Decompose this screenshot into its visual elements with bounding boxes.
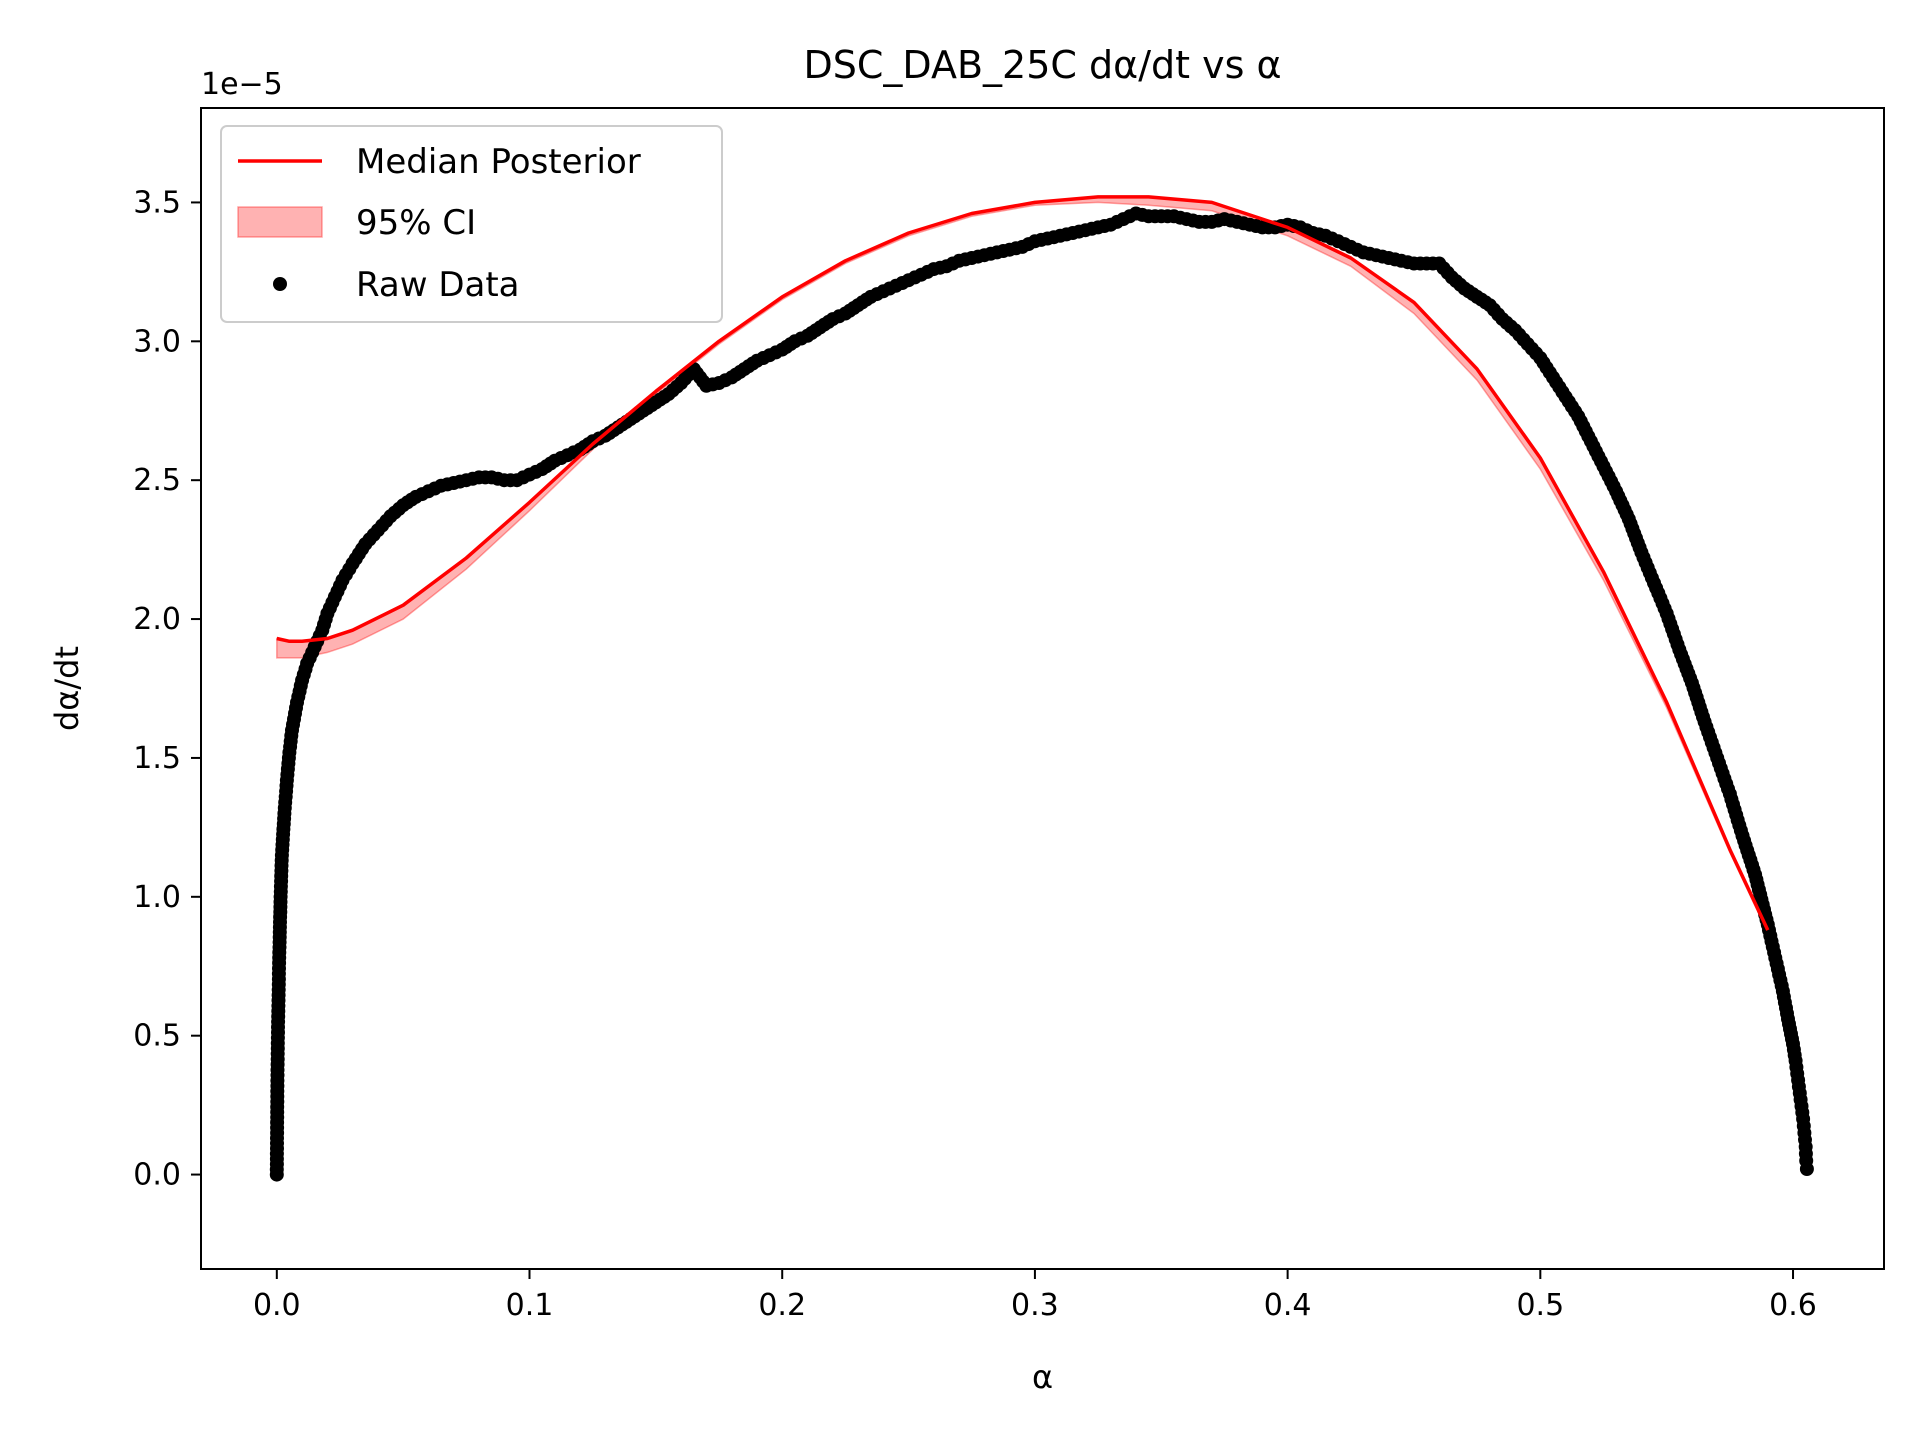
- x-tick-label: 0.5: [1516, 1288, 1564, 1323]
- legend: Median Posterior 95% CI Raw Data: [220, 125, 723, 323]
- axes: 0.0 0.1 0.2 0.3 0.4 0.5 0.6 0.0 0.5 1.0 1.5 2.0 2.5 3…: [133, 107, 1885, 1323]
- legend-raw-swatch: [273, 277, 287, 291]
- median-posterior-line: [276, 195, 1770, 931]
- legend-raw-label: Raw Data: [356, 265, 520, 305]
- raw-data-point: [1799, 1162, 1814, 1176]
- legend-ci-swatch: [237, 206, 323, 238]
- y-tick-label: 3.0: [133, 324, 181, 359]
- axes-frame: [200, 107, 1885, 1270]
- legend-box: [220, 125, 723, 323]
- y-tick-label: 0.0: [133, 1158, 181, 1193]
- x-tick-label: 0.2: [758, 1288, 806, 1323]
- y-tick-label: 2.0: [133, 602, 181, 637]
- y-tick-label: 0.5: [133, 1019, 181, 1054]
- y-tick-label: 1.0: [133, 880, 181, 915]
- x-tick-label: 0.3: [1011, 1288, 1059, 1323]
- chart-title: DSC_DAB_25C dα/dt vs α: [803, 43, 1281, 87]
- y-tick-label: 3.5: [133, 185, 181, 220]
- x-tick-label: 0.1: [506, 1288, 554, 1323]
- y-tick-label: 1.5: [133, 741, 181, 776]
- plot-area: [269, 195, 1814, 1182]
- y-tick-label: 2.5: [133, 463, 181, 498]
- raw-data-series: [269, 206, 1814, 1182]
- x-axis-label: α: [1032, 1358, 1053, 1396]
- legend-median-label: Median Posterior: [356, 142, 641, 182]
- legend-ci-label: 95% CI: [356, 203, 476, 243]
- x-tick-label: 0.4: [1264, 1288, 1312, 1323]
- y-axis-label: dα/dt: [48, 646, 86, 731]
- y-offset-label: 1e−5: [201, 67, 283, 102]
- x-tick-label: 0.6: [1769, 1288, 1817, 1323]
- x-tick-label: 0.0: [253, 1288, 301, 1323]
